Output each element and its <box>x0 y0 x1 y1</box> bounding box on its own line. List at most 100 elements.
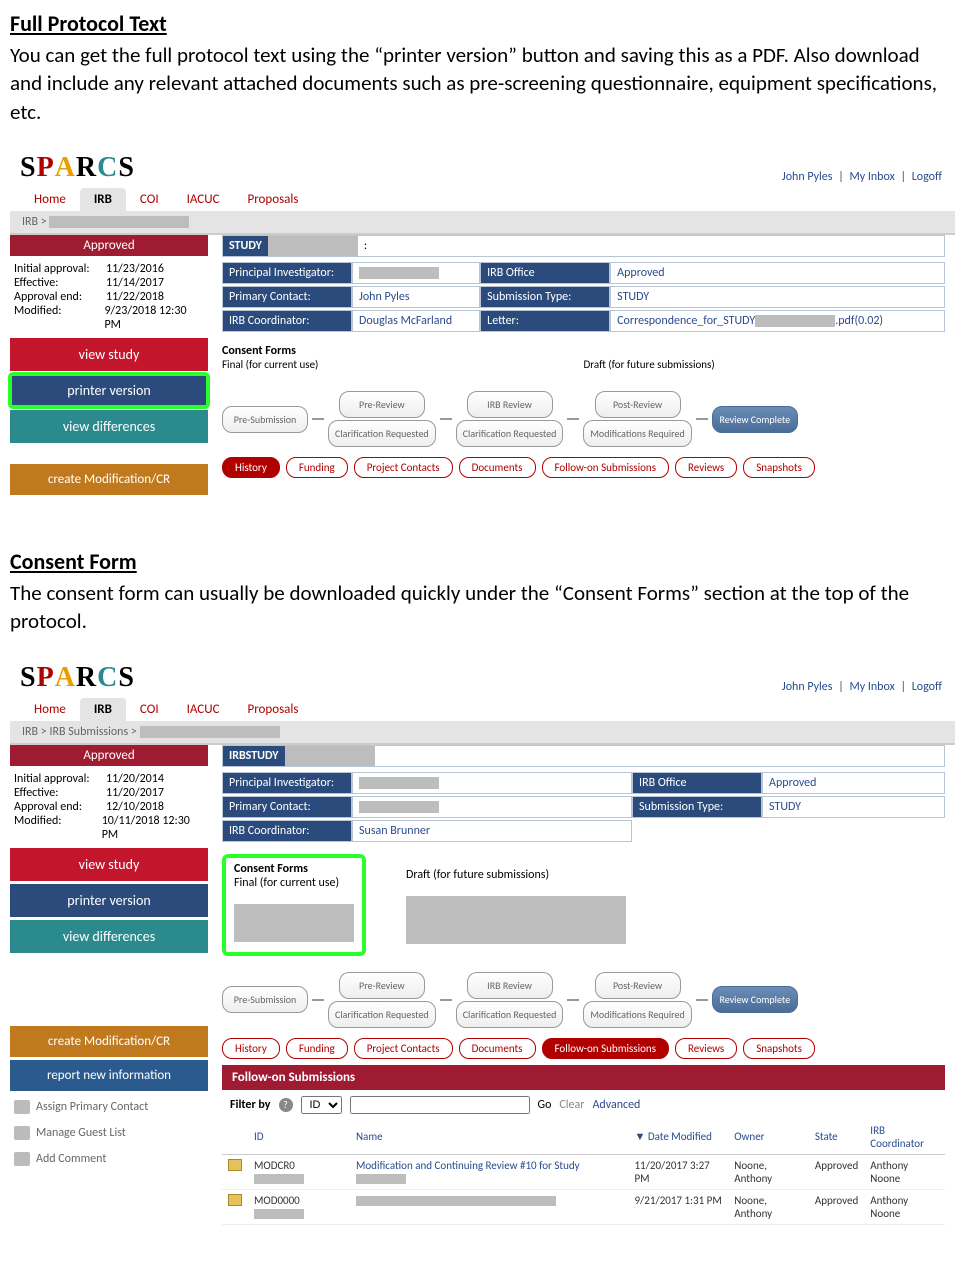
person-plus-icon <box>14 1100 30 1114</box>
pill-followon[interactable]: Follow-on Submissions <box>542 1038 670 1059</box>
wf-postreview: Post-Review <box>595 391 681 418</box>
pill-snapshots[interactable]: Snapshots <box>743 1038 815 1059</box>
submissions-table: ID Name ▼ Date Modified Owner State IRB … <box>222 1120 945 1225</box>
table-row[interactable]: MOD0000 9/21/2017 1:31 PM Noone, Anthony… <box>222 1189 945 1224</box>
table-row[interactable]: MODCR0 Modification and Continuing Revie… <box>222 1154 945 1189</box>
add-comment[interactable]: Add Comment <box>10 1146 208 1172</box>
my-inbox-link[interactable]: My Inbox <box>846 680 897 694</box>
wf-clarif1: Clarification Requested <box>328 420 436 447</box>
pill-contacts[interactable]: Project Contacts <box>354 457 453 478</box>
nav-iacuc[interactable]: IACUC <box>173 698 234 721</box>
meta-block: Initial approval:11/23/2016 Effective:11… <box>10 256 208 338</box>
submission-name-link[interactable]: Modification and Continuing Review #10 f… <box>356 1159 580 1172</box>
pill-funding[interactable]: Funding <box>286 457 348 478</box>
wf-complete: Review Complete <box>712 406 798 433</box>
workflow-diagram: Pre-Submission Pre-ReviewClarification R… <box>222 391 945 447</box>
user-name[interactable]: John Pyles <box>779 680 836 694</box>
nav-home[interactable]: Home <box>20 698 80 721</box>
user-links: John Pyles | My Inbox | Logoff <box>779 170 945 184</box>
sparcs-logo: SPARCS <box>20 152 135 184</box>
my-inbox-link[interactable]: My Inbox <box>846 170 897 184</box>
col-name[interactable]: Name <box>350 1120 629 1155</box>
help-icon[interactable]: ? <box>279 1098 293 1112</box>
pill-contacts[interactable]: Project Contacts <box>354 1038 453 1059</box>
screenshot-2: SPARCS John Pyles | My Inbox | Logoff Ho… <box>10 656 955 1235</box>
consent-final-doc[interactable] <box>234 904 354 942</box>
consent-final-highlight: Consent Forms Final (for current use) <box>222 854 366 956</box>
nav-iacuc[interactable]: IACUC <box>173 188 234 211</box>
col-coord[interactable]: IRB Coordinator <box>864 1120 945 1155</box>
view-study-button[interactable]: view study <box>10 338 208 371</box>
filter-go-button[interactable]: Go <box>538 1098 552 1112</box>
nav-irb[interactable]: IRB <box>80 188 126 211</box>
col-date[interactable]: ▼ Date Modified <box>628 1120 728 1155</box>
study-title: STUDY: <box>222 235 945 257</box>
wf-mods: Modifications Required <box>583 1001 691 1028</box>
printer-version-button[interactable]: printer version <box>10 884 208 917</box>
consent-draft-doc[interactable] <box>406 896 626 944</box>
user-links: John Pyles | My Inbox | Logoff <box>779 680 945 694</box>
pill-followon[interactable]: Follow-on Submissions <box>542 457 670 478</box>
right-column: IRBSTUDY Principal Investigator: IRB Off… <box>222 745 945 1225</box>
user-name[interactable]: John Pyles <box>779 170 836 184</box>
pill-history[interactable]: History <box>222 1038 280 1059</box>
workflow-diagram: Pre-Submission Pre-ReviewClarification R… <box>222 972 945 1028</box>
info-table: Principal Investigator: IRB OfficeApprov… <box>222 770 945 844</box>
col-state[interactable]: State <box>809 1120 864 1155</box>
status-banner: Approved <box>10 745 208 766</box>
pencil-icon <box>14 1152 30 1166</box>
right-column: STUDY: Principal Investigator: IRB Offic… <box>222 235 945 498</box>
consent-forms-section: Consent Forms Final (for current use) Dr… <box>222 854 945 956</box>
top-nav: Home IRB COI IACUC Proposals <box>10 184 955 211</box>
wf-prereview: Pre-Review <box>339 391 425 418</box>
view-differences-button[interactable]: view differences <box>10 920 208 953</box>
create-modification-button[interactable]: create Modification/CR <box>10 464 208 495</box>
pill-reviews[interactable]: Reviews <box>675 1038 737 1059</box>
study-title: IRBSTUDY <box>222 745 945 767</box>
nav-irb[interactable]: IRB <box>80 698 126 721</box>
folder-icon <box>228 1194 242 1206</box>
pill-documents[interactable]: Documents <box>459 1038 536 1059</box>
filter-field-select[interactable]: ID <box>301 1096 342 1114</box>
filter-advanced-link[interactable]: Advanced <box>592 1098 640 1112</box>
nav-proposals[interactable]: Proposals <box>234 188 313 211</box>
create-modification-button[interactable]: create Modification/CR <box>10 1026 208 1057</box>
consent-forms-section: Consent Forms Final (for current use) Dr… <box>222 344 945 375</box>
screenshot-1: SPARCS John Pyles | My Inbox | Logoff Ho… <box>10 146 955 508</box>
pill-documents[interactable]: Documents <box>459 457 536 478</box>
left-column: Approved Initial approval:11/20/2014 Eff… <box>10 745 208 1225</box>
logoff-link[interactable]: Logoff <box>909 680 945 694</box>
nav-proposals[interactable]: Proposals <box>234 698 313 721</box>
manage-guest-list[interactable]: Manage Guest List <box>10 1120 208 1146</box>
wf-presubmission: Pre-Submission <box>222 406 308 433</box>
view-study-button[interactable]: view study <box>10 848 208 881</box>
pill-snapshots[interactable]: Snapshots <box>743 457 815 478</box>
printer-version-button[interactable]: printer version <box>10 374 208 407</box>
filter-value-input[interactable] <box>350 1096 530 1114</box>
followon-section-header: Follow-on Submissions <box>222 1065 945 1090</box>
nav-coi[interactable]: COI <box>126 698 173 721</box>
heading-full-protocol: Full Protocol Text <box>10 10 955 37</box>
col-owner[interactable]: Owner <box>728 1120 809 1155</box>
tab-pills: History Funding Project Contacts Documen… <box>222 1038 945 1059</box>
view-differences-button[interactable]: view differences <box>10 410 208 443</box>
filter-clear-button[interactable]: Clear <box>559 1098 584 1112</box>
pill-reviews[interactable]: Reviews <box>675 457 737 478</box>
wf-clarif2: Clarification Requested <box>456 1001 564 1028</box>
left-column: Approved Initial approval:11/23/2016 Eff… <box>10 235 208 498</box>
logoff-link[interactable]: Logoff <box>909 170 945 184</box>
filter-row: Filter by ? ID Go Clear Advanced <box>222 1090 945 1120</box>
col-id[interactable]: ID <box>248 1120 350 1155</box>
wf-clarif1: Clarification Requested <box>328 1001 436 1028</box>
nav-home[interactable]: Home <box>20 188 80 211</box>
pill-history[interactable]: History <box>222 457 280 478</box>
info-table: Principal Investigator: IRB OfficeApprov… <box>222 260 945 334</box>
sparcs-logo: SPARCS <box>20 662 135 694</box>
wf-irbreview: IRB Review <box>467 972 553 999</box>
report-new-info-button[interactable]: report new information <box>10 1060 208 1091</box>
pill-funding[interactable]: Funding <box>286 1038 348 1059</box>
wf-prereview: Pre-Review <box>339 972 425 999</box>
wf-mods: Modifications Required <box>583 420 691 447</box>
assign-primary-contact[interactable]: Assign Primary Contact <box>10 1094 208 1120</box>
nav-coi[interactable]: COI <box>126 188 173 211</box>
